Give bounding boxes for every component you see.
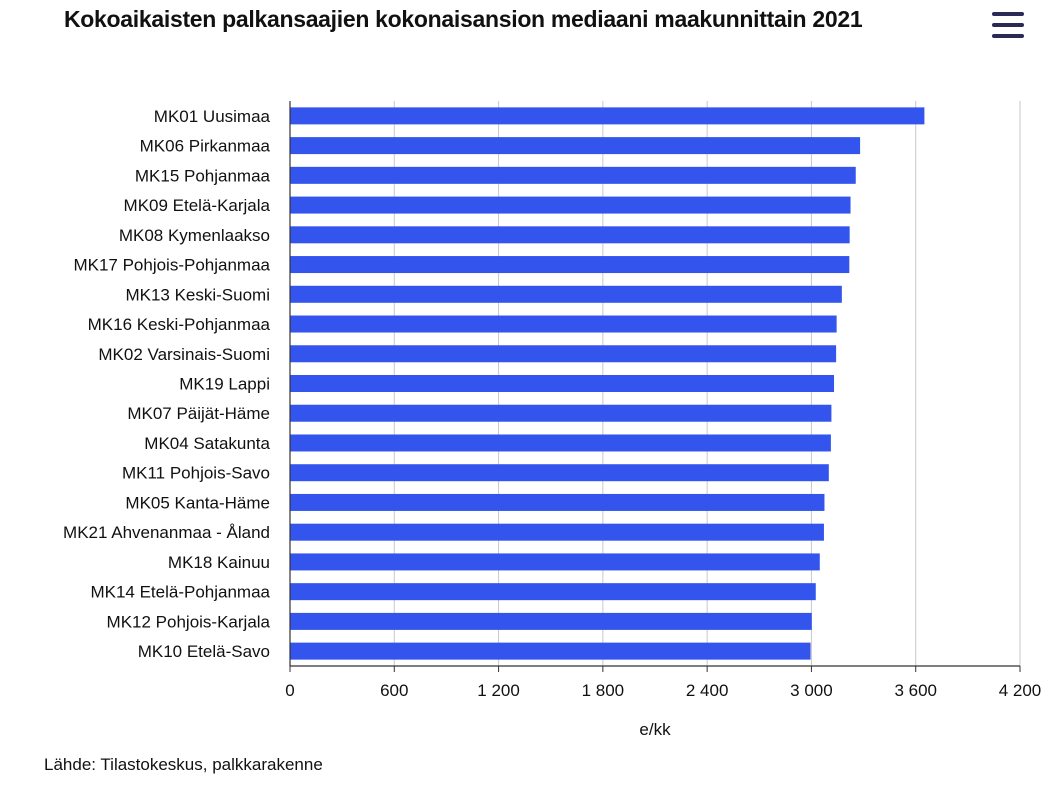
x-tick-label: 2 400 [686,681,729,700]
bar [290,345,837,363]
category-label: MK15 Pohjanmaa [135,166,271,185]
bar [290,256,850,274]
category-label: MK14 Etelä-Pohjanmaa [90,583,270,602]
x-axis-title: e/kk [639,720,671,739]
bar [290,583,816,601]
bar [290,226,850,244]
chart-title: Kokoaikaisten palkansaajien kokonaisansi… [64,6,863,32]
category-label: MK11 Pohjois-Savo [122,464,270,483]
bar [290,404,832,422]
category-label: MK08 Kymenlaakso [119,226,270,245]
bar [290,375,835,392]
menu-line [992,12,1024,16]
menu-line [992,23,1024,27]
x-tick-label: 1 800 [582,681,625,700]
menu-line [992,34,1024,38]
x-tick-label: 3 600 [894,681,937,700]
category-label: MK19 Lappi [179,375,270,394]
category-label: MK09 Etelä-Karjala [124,196,271,215]
category-label: MK05 Kanta-Häme [125,493,270,512]
source-note: Lähde: Tilastokeskus, palkkarakenne [44,755,323,774]
x-tick-label: 1 200 [477,681,520,700]
category-label: MK06 Pirkanmaa [140,137,271,156]
category-label: MK02 Varsinais-Suomi [98,345,270,364]
bar [290,464,829,482]
category-label: MK10 Etelä-Savo [138,642,270,661]
x-tick-label: 600 [380,681,408,700]
bar [290,642,811,660]
bar [290,434,831,452]
x-tick-label: 0 [285,681,294,700]
category-label: MK18 Kainuu [168,553,270,572]
category-label: MK07 Päijät-Häme [127,404,270,423]
bar [290,523,824,541]
category-label: MK13 Keski-Suomi [125,285,270,304]
category-label: MK04 Satakunta [144,434,270,453]
x-tick-label: 4 200 [999,681,1042,700]
bar [290,137,861,155]
category-label: MK12 Pohjois-Karjala [107,612,271,631]
category-label: MK01 Uusimaa [154,107,271,126]
x-tick-label: 3 000 [790,681,833,700]
bar [290,553,820,571]
category-label: MK21 Ahvenanmaa - Åland [63,523,270,542]
bar [290,612,812,630]
bar [290,166,856,184]
bar [290,196,851,214]
bar [290,493,825,511]
bar [290,107,925,125]
bar [290,285,842,303]
category-label: MK16 Keski-Pohjanmaa [88,315,271,334]
bar [290,315,837,333]
category-label: MK17 Pohjois-Pohjanmaa [73,256,270,275]
hamburger-menu-icon[interactable] [990,8,1026,40]
